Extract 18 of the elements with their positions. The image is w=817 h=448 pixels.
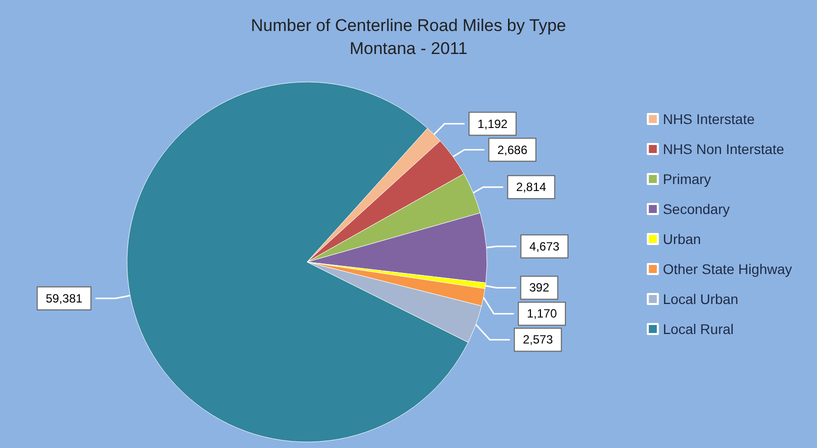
data-label: 59,381 (46, 291, 83, 306)
chart-subtitle: Montana - 2011 (350, 39, 468, 58)
data-label: 2,686 (497, 142, 528, 157)
chart-title: Number of Centerline Road Miles by Type (250, 16, 566, 35)
data-label: 2,814 (516, 180, 547, 194)
legend-label: Local Rural (662, 321, 734, 337)
legend-label: NHS Interstate (662, 111, 755, 127)
data-label: 1,192 (478, 116, 508, 131)
legend-label: Local Urban (662, 291, 738, 307)
legend-label: Primary (662, 171, 712, 187)
legend-label: NHS Non Interstate (662, 141, 784, 157)
data-label: 2,573 (522, 332, 554, 347)
legend-label: Urban (662, 231, 701, 247)
data-label: 1,170 (526, 306, 558, 321)
data-label: 4,673 (529, 239, 560, 254)
legend-label: Other State Highway (662, 261, 792, 277)
legend-label: Secondary (662, 201, 730, 217)
data-label: 392 (529, 280, 550, 295)
